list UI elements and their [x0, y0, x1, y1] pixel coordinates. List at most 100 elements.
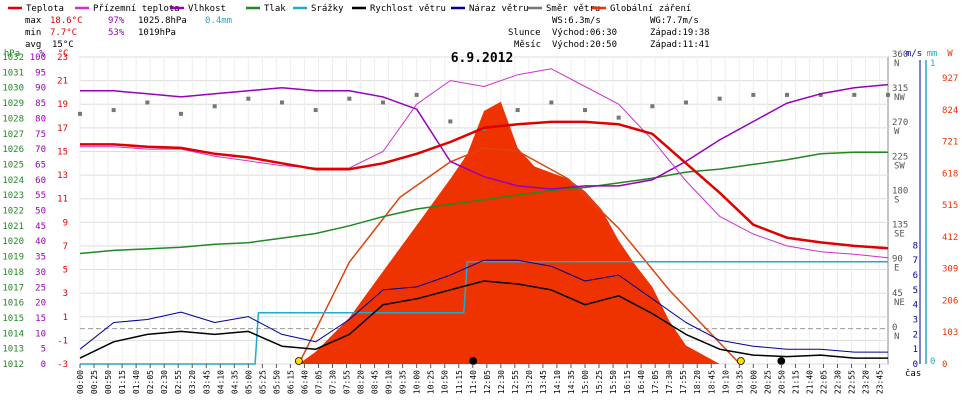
x-tick-label: 03:45 [202, 370, 211, 394]
x-tick-label: 10:00 [413, 370, 422, 394]
x-tick-label: 21:40 [805, 370, 814, 394]
axis-wm2-tick: 412 [942, 233, 958, 243]
wind-direction-point [515, 108, 520, 113]
radiation-area [298, 101, 720, 365]
x-tick-label: 02:05 [146, 370, 155, 394]
axis-temp-tick: 21 [57, 77, 68, 87]
x-tick-label: 00:50 [104, 370, 113, 394]
series-humidity [80, 83, 889, 190]
x-tick-label: 08:20 [357, 370, 366, 394]
x-axis-label: čas [905, 368, 921, 379]
x-tick-label: 02:55 [174, 370, 183, 394]
info-sun-rise: Východ:06:30 [552, 28, 617, 38]
wind-direction-point [212, 104, 217, 109]
axis-hpa-tick: 1026 [2, 145, 24, 155]
axis-wm2-tick: 618 [942, 169, 958, 179]
wind-direction-point [313, 108, 318, 113]
info-wg: WG:7.7m/s [650, 16, 699, 26]
wind-direction-point [818, 92, 823, 97]
axis-ms-tick: 8 [913, 241, 918, 251]
stats-panel: max 18.6°C 97% 1025.8hPa 0.4mm min 7.7°C… [25, 16, 232, 50]
wind-direction-point [684, 100, 688, 105]
x-tick-label: 19:10 [721, 370, 730, 394]
wind-direction-point [751, 92, 756, 97]
x-tick-label: 16:40 [637, 370, 646, 394]
axis-hpa-tick: 1025 [2, 160, 24, 170]
x-tick-label: 07:55 [343, 370, 352, 394]
x-tick-label: 18:20 [693, 370, 702, 394]
axis-pct-tick: 40 [35, 237, 46, 247]
axis-pct-tick: 65 [35, 160, 46, 170]
axis-pct-tick: 10 [35, 329, 46, 339]
series-wind-speed [79, 280, 888, 359]
axis-hpa-tick: 1028 [2, 114, 24, 124]
x-tick-label: 04:35 [230, 370, 239, 394]
axis-ms-tick: 2 [913, 330, 918, 340]
wind-direction-point [280, 100, 284, 105]
wind-direction-point [886, 92, 890, 97]
axis-pct-tick: 30 [35, 268, 46, 278]
stat-min-press: 1019hPa [138, 28, 176, 38]
series-theoretical-radiation [298, 147, 741, 365]
axis-dir-tick: 180 [892, 186, 908, 196]
axis-pct-tick: 85 [35, 99, 46, 109]
axis-hpa-tick: 1023 [2, 191, 24, 201]
stat-max-label: max [25, 16, 42, 26]
axis-temp-tick: 15 [57, 147, 68, 157]
chart-title: 6.9.2012 [451, 51, 514, 66]
axis-temp-tick: 13 [57, 171, 68, 181]
stat-min-label: min [25, 28, 41, 38]
wind-direction-point [111, 108, 116, 113]
axis-temp-label: °C [58, 49, 69, 59]
axis-hpa-tick: 1017 [2, 283, 24, 293]
wind-direction-point [145, 100, 150, 105]
legend-label: Teplota [26, 4, 64, 14]
axis-hpa-label: hPa [4, 49, 20, 59]
axis-wm2-tick: 0 [942, 360, 947, 370]
axis-dir-tick: 360 [892, 50, 908, 60]
x-tick-label: 01:40 [132, 370, 141, 394]
x-tick-label: 15:00 [581, 370, 590, 394]
axis-temp-tick: 11 [57, 195, 68, 205]
info-moon-rise: Východ:20:50 [552, 40, 617, 50]
axis-wm2-tick: 721 [942, 138, 958, 148]
axis-ms-tick: 7 [913, 256, 918, 266]
x-tick-label: 12:05 [483, 370, 492, 394]
x-tick-label: 10:50 [441, 370, 450, 394]
axis-pct-tick: 70 [35, 145, 46, 155]
x-tick-label: 09:10 [385, 370, 394, 394]
axis-temp-tick: -1 [57, 336, 68, 346]
axis-hpa-tick: 1027 [2, 130, 24, 140]
x-tick-label: 02:30 [160, 370, 169, 394]
x-tick-label: 22:05 [819, 370, 828, 394]
x-tick-label: 15:25 [595, 370, 604, 394]
x-tick-label: 23:45 [876, 370, 885, 394]
axis-hpa-tick: 1029 [2, 99, 24, 109]
series-lines [78, 68, 890, 365]
axis-hpa-tick: 1020 [2, 237, 24, 247]
series-rain [80, 260, 888, 365]
x-tick-label: 13:20 [525, 370, 534, 394]
axis-wm2-label: W [947, 49, 953, 59]
moon-rise-marker [777, 357, 786, 365]
stat-avg-label: avg [25, 40, 41, 50]
x-tick-label: 16:15 [623, 370, 632, 394]
stat-min-temp: 7.7°C [50, 28, 77, 38]
x-tick-label: 00:25 [90, 370, 99, 394]
stat-max-rain: 0.4mm [205, 16, 232, 26]
x-tick-label: 12:55 [511, 370, 520, 394]
x-tick-label: 22:55 [848, 370, 857, 394]
x-tick-label: 14:10 [553, 370, 562, 394]
axis-dir-tick: 0 [892, 323, 897, 333]
axis-hpa-tick: 1016 [2, 299, 24, 309]
axis-hpa-tick: 1030 [2, 84, 24, 94]
x-tick-label: 05:00 [244, 370, 253, 394]
legend-label: Rychlost větru [370, 4, 446, 14]
axis-pct-tick: 55 [35, 191, 46, 201]
wind-direction-point [852, 92, 857, 97]
axis-pct-tick: 5 [41, 345, 46, 355]
axis-pct-tick: 75 [35, 130, 46, 140]
axis-mm-tick: 0 [930, 357, 935, 367]
